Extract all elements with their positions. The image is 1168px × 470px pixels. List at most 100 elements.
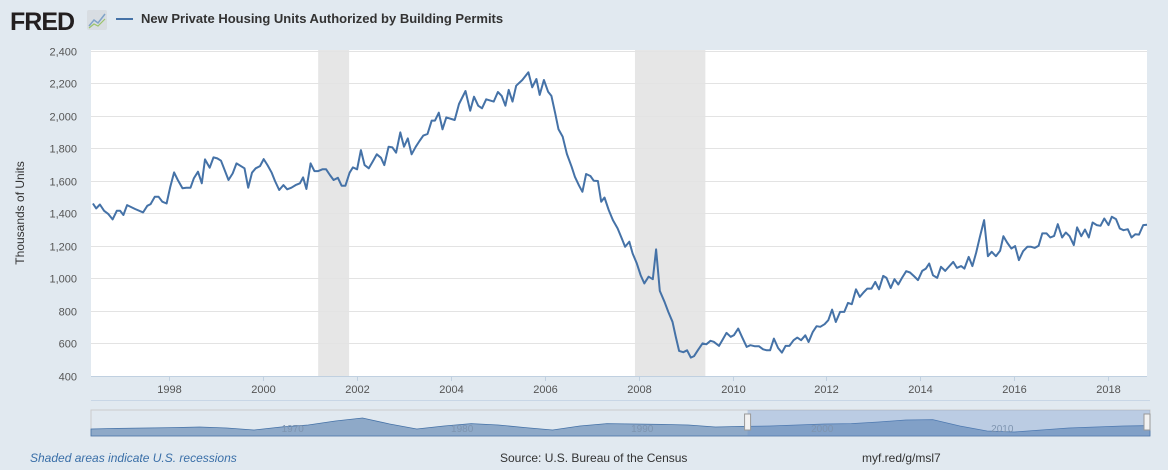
data-point[interactable] xyxy=(600,200,602,202)
data-point[interactable] xyxy=(963,267,965,269)
navigator[interactable]: 1970 1980 1990 2000 2010 xyxy=(90,409,1151,437)
data-point[interactable] xyxy=(1138,233,1140,235)
data-point[interactable] xyxy=(944,270,946,272)
data-point[interactable] xyxy=(697,349,699,351)
data-point[interactable] xyxy=(119,210,121,212)
data-point[interactable] xyxy=(843,311,845,313)
data-point[interactable] xyxy=(441,128,443,130)
data-point[interactable] xyxy=(266,164,268,166)
data-point[interactable] xyxy=(652,278,654,280)
data-point[interactable] xyxy=(831,308,833,310)
data-point[interactable] xyxy=(189,186,191,188)
data-point[interactable] xyxy=(500,95,502,97)
data-point[interactable] xyxy=(745,346,747,348)
data-point[interactable] xyxy=(383,164,385,166)
data-point[interactable] xyxy=(851,303,853,305)
data-point[interactable] xyxy=(181,187,183,189)
data-point[interactable] xyxy=(796,336,798,338)
data-point[interactable] xyxy=(804,334,806,336)
data-point[interactable] xyxy=(705,343,707,345)
data-point[interactable] xyxy=(827,319,829,321)
data-point[interactable] xyxy=(278,189,280,191)
data-point[interactable] xyxy=(647,276,649,278)
data-point[interactable] xyxy=(535,78,537,80)
data-point[interactable] xyxy=(95,207,97,209)
data-point[interactable] xyxy=(855,288,857,290)
data-point[interactable] xyxy=(682,351,684,353)
data-point[interactable] xyxy=(603,196,605,198)
data-point[interactable] xyxy=(777,347,779,349)
data-point[interactable] xyxy=(337,177,339,179)
data-point[interactable] xyxy=(111,218,113,220)
data-point[interactable] xyxy=(193,177,195,179)
data-point[interactable] xyxy=(376,153,378,155)
data-point[interactable] xyxy=(870,287,872,289)
data-point[interactable] xyxy=(1045,232,1047,234)
data-point[interactable] xyxy=(204,158,206,160)
data-point[interactable] xyxy=(368,167,370,169)
data-point[interactable] xyxy=(636,262,638,264)
data-point[interactable] xyxy=(766,349,768,351)
data-point[interactable] xyxy=(177,179,179,181)
data-point[interactable] xyxy=(201,182,203,184)
data-point[interactable] xyxy=(862,291,864,293)
data-point[interactable] xyxy=(395,152,397,154)
data-point[interactable] xyxy=(309,162,311,164)
data-point[interactable] xyxy=(169,186,171,188)
data-point[interactable] xyxy=(243,167,245,169)
data-point[interactable] xyxy=(792,339,794,341)
data-point[interactable] xyxy=(812,331,814,333)
data-point[interactable] xyxy=(157,196,159,198)
data-point[interactable] xyxy=(173,171,175,173)
data-point[interactable] xyxy=(290,186,292,188)
data-point[interactable] xyxy=(557,128,559,130)
data-point[interactable] xyxy=(574,176,576,178)
data-point[interactable] xyxy=(905,270,907,272)
data-point[interactable] xyxy=(418,140,420,142)
data-point[interactable] xyxy=(1146,224,1148,226)
data-point[interactable] xyxy=(146,205,148,207)
data-point[interactable] xyxy=(741,336,743,338)
data-point[interactable] xyxy=(675,336,677,338)
data-point[interactable] xyxy=(481,107,483,109)
data-point[interactable] xyxy=(1084,228,1086,230)
data-point[interactable] xyxy=(1103,217,1105,219)
data-point[interactable] xyxy=(154,196,156,198)
data-point[interactable] xyxy=(212,156,214,158)
data-point[interactable] xyxy=(967,256,969,258)
data-point[interactable] xyxy=(1014,245,1016,247)
data-point[interactable] xyxy=(659,290,661,292)
data-point[interactable] xyxy=(415,145,417,147)
data-point[interactable] xyxy=(554,112,556,114)
data-point[interactable] xyxy=(940,266,942,268)
data-point[interactable] xyxy=(643,282,645,284)
data-point[interactable] xyxy=(925,267,927,269)
data-point[interactable] xyxy=(1119,227,1121,229)
data-point[interactable] xyxy=(458,103,460,105)
navigator-left-handle[interactable] xyxy=(744,413,752,431)
data-point[interactable] xyxy=(932,274,934,276)
data-point[interactable] xyxy=(1080,235,1082,237)
data-point[interactable] xyxy=(391,146,393,148)
data-point[interactable] xyxy=(515,84,517,86)
data-point[interactable] xyxy=(960,265,962,267)
data-point[interactable] xyxy=(1006,241,1008,243)
data-point[interactable] xyxy=(1091,221,1093,223)
data-point[interactable] xyxy=(504,104,506,106)
data-point[interactable] xyxy=(890,287,892,289)
data-point[interactable] xyxy=(422,134,424,136)
data-point[interactable] xyxy=(126,204,128,206)
data-point[interactable] xyxy=(352,166,354,168)
data-point[interactable] xyxy=(1107,224,1109,226)
data-point[interactable] xyxy=(508,89,510,91)
data-point[interactable] xyxy=(885,277,887,279)
data-point[interactable] xyxy=(454,119,456,121)
data-point[interactable] xyxy=(340,185,342,187)
data-point[interactable] xyxy=(348,172,350,174)
data-point[interactable] xyxy=(1037,245,1039,247)
data-point[interactable] xyxy=(434,119,436,121)
data-point[interactable] xyxy=(485,98,487,100)
navigator-selection[interactable] xyxy=(747,410,1150,436)
data-point[interactable] xyxy=(294,184,296,186)
data-point[interactable] xyxy=(497,91,499,93)
